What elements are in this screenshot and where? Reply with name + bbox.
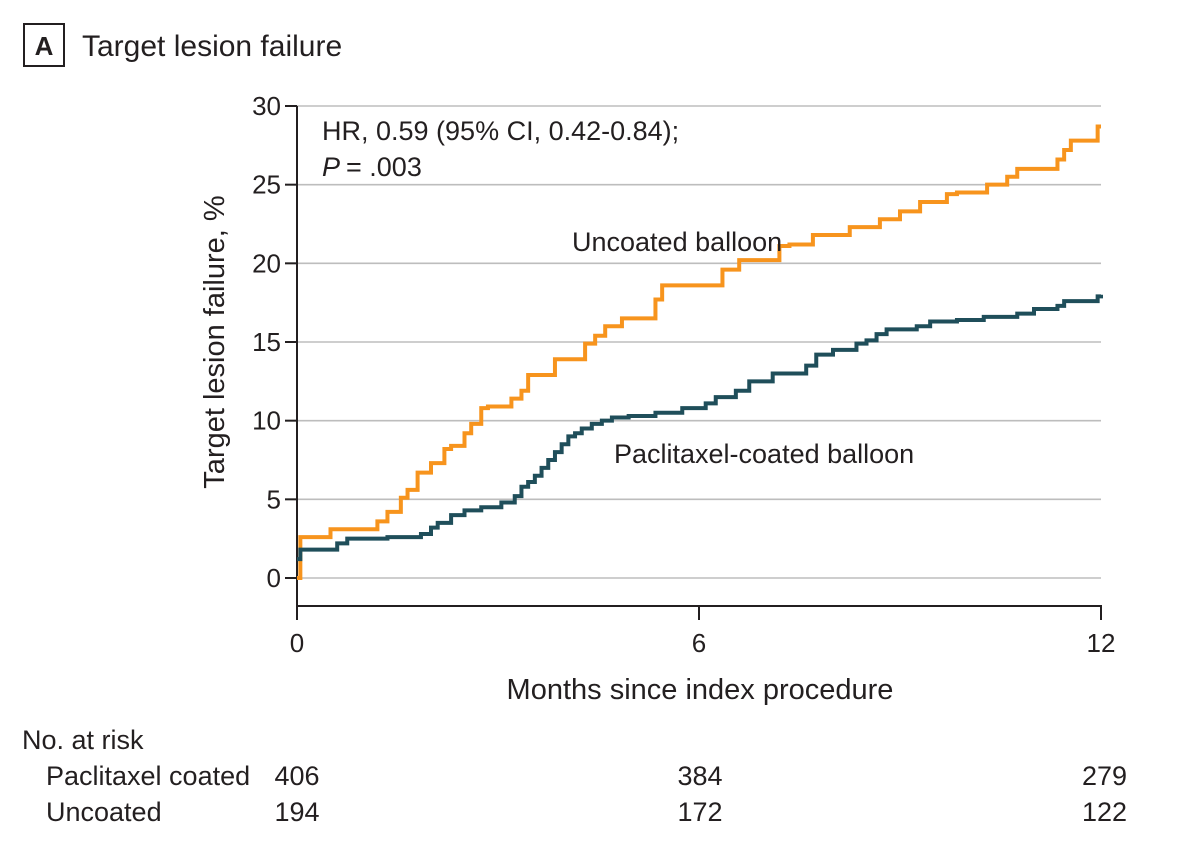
series-label-paclitaxel: Paclitaxel-coated balloon: [614, 439, 914, 469]
y-tick-label: 5: [267, 484, 281, 514]
risk-row-label: Uncoated: [46, 797, 162, 827]
gridlines: [297, 105, 1101, 579]
p-value-text: P = .003: [322, 152, 422, 182]
panel-letter: A: [35, 31, 54, 61]
x-axis-title: Months since index procedure: [507, 674, 894, 706]
y-tick-label: 15: [252, 327, 281, 357]
y-ticks: 0 5 10 15 20 25 30: [252, 91, 297, 593]
x-tick-label: 6: [692, 628, 706, 658]
p-label: P: [322, 152, 340, 182]
risk-count: 406: [274, 761, 319, 791]
curves: [297, 124, 1103, 580]
y-tick-label: 0: [267, 563, 281, 593]
panel-letter-box: [23, 23, 65, 67]
risk-count: 384: [677, 761, 722, 791]
y-tick-label: 10: [252, 406, 281, 436]
p-value: = .003: [346, 152, 422, 182]
risk-count: 172: [677, 797, 722, 827]
panel-title: Target lesion failure: [82, 30, 342, 63]
risk-count: 279: [1082, 761, 1127, 791]
x-tick-label: 12: [1087, 628, 1116, 658]
hazard-ratio-text: HR, 0.59 (95% CI, 0.42-0.84);: [322, 116, 679, 146]
series-line-uncoated-balloon: [297, 124, 1101, 580]
y-tick-label: 25: [252, 170, 281, 200]
risk-table-title: No. at risk: [22, 725, 144, 755]
x-tick-label: 0: [290, 628, 304, 658]
series-line-paclitaxel-coated-balloon: [297, 294, 1103, 562]
y-tick-label: 20: [252, 248, 281, 278]
risk-table: Paclitaxel coated 406 384 279 Uncoated 194 172…: [46, 761, 1127, 827]
x-ticks: 0 6 12: [290, 606, 1116, 658]
risk-count: 122: [1082, 797, 1127, 827]
risk-row-label: Paclitaxel coated: [46, 761, 250, 791]
y-tick-label: 30: [252, 91, 281, 121]
y-axis-title: Target lesion failure, %: [199, 195, 231, 488]
series-label-uncoated: Uncoated balloon: [572, 227, 782, 257]
risk-count: 194: [274, 797, 319, 827]
